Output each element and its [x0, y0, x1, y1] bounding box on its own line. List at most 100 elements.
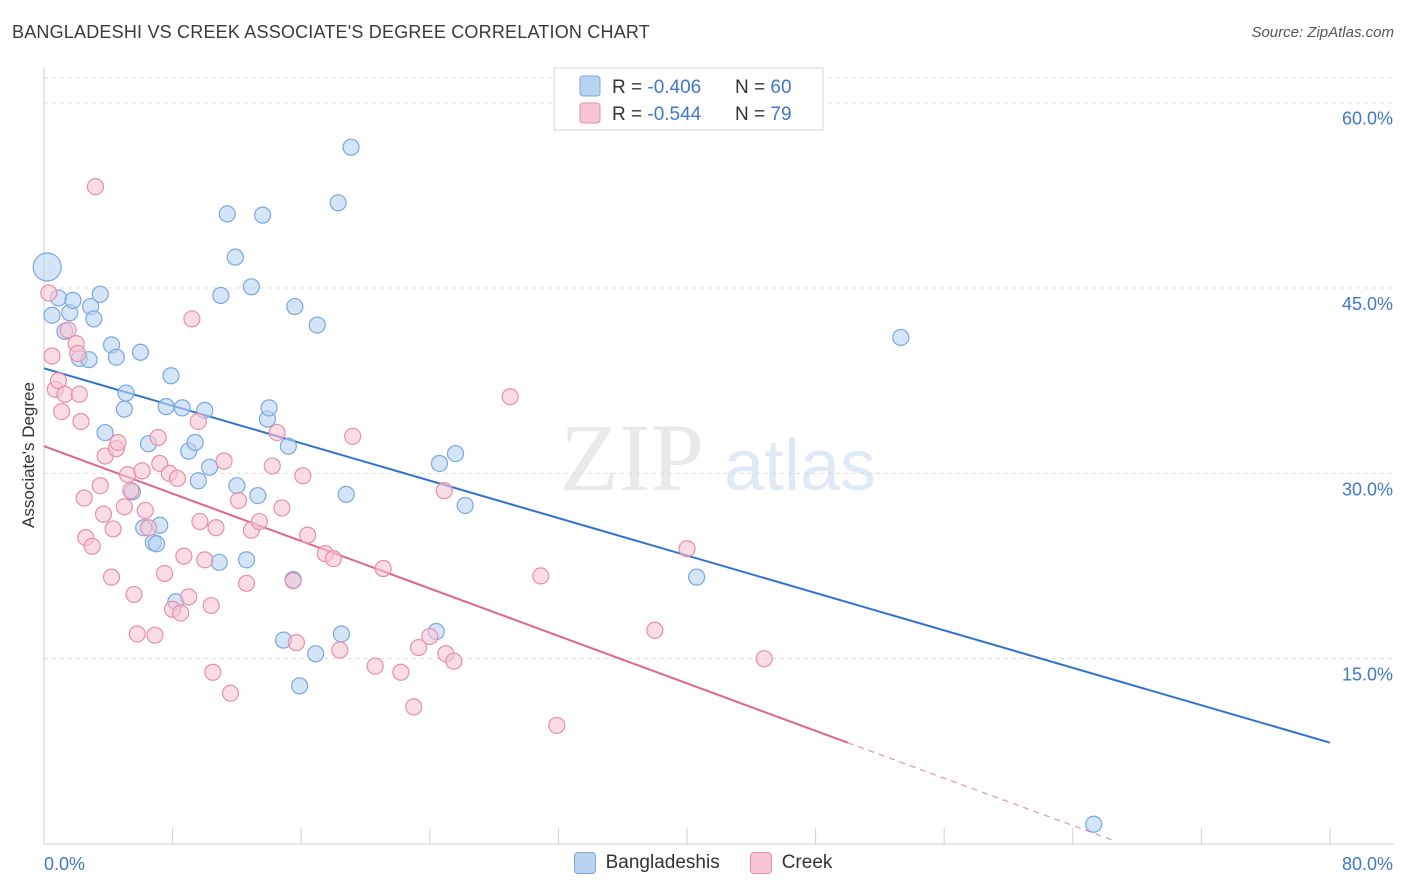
point-bangladeshis — [85, 310, 103, 328]
point-bangladeshis — [430, 454, 449, 473]
point-creek — [139, 519, 158, 537]
point-creek — [374, 559, 392, 578]
legend-n-label-1: N = — [735, 77, 770, 98]
point-creek — [59, 321, 77, 339]
point-bangladeshis — [290, 677, 309, 695]
point-bangladeshis — [307, 645, 325, 663]
watermark-atlas: atlas — [724, 426, 876, 506]
point-bangladeshis — [96, 423, 114, 442]
point-creek — [168, 469, 187, 487]
point-creek — [409, 638, 428, 657]
point-creek — [405, 698, 423, 716]
legend-swatch-bangladeshis — [579, 75, 601, 97]
point-creek — [146, 626, 164, 644]
point-creek — [70, 385, 88, 403]
gridlines — [44, 77, 1394, 660]
legend-r-label-1: R = — [612, 77, 647, 98]
point-bangladeshis — [200, 458, 219, 476]
point-creek — [136, 501, 154, 520]
point-bangladeshis — [308, 316, 326, 334]
legend-n-value-2: 79 — [770, 104, 791, 125]
x-tick-label-min: 0.0% — [44, 854, 85, 874]
point-creek — [548, 716, 566, 734]
point-creek — [109, 433, 127, 452]
point-creek — [155, 564, 174, 583]
point-creek — [115, 498, 133, 516]
y-tick-label: 30.0% — [1342, 479, 1393, 499]
point-creek — [102, 568, 121, 586]
chart-title: BANGLADESHI VS CREEK ASSOCIATE'S DEGREE … — [12, 22, 650, 42]
point-creek — [215, 452, 233, 470]
legend: R = -0.406 N = 60 R = -0.544 N = 79 — [553, 67, 824, 131]
point-bangladeshis — [157, 398, 175, 416]
point-creek — [324, 550, 342, 568]
y-tick-label: 45.0% — [1342, 294, 1393, 314]
point-creek — [196, 551, 214, 569]
point-creek — [229, 491, 248, 510]
trend-line-creek-extension — [847, 742, 1114, 841]
point-creek — [421, 627, 439, 646]
data-points — [32, 138, 1103, 833]
point-creek — [250, 512, 269, 531]
point-creek — [104, 520, 122, 538]
svg-text:R = -0.406: R = -0.406 — [612, 77, 701, 98]
point-creek — [268, 423, 286, 442]
point-creek — [392, 663, 410, 681]
point-bangladeshis — [260, 399, 278, 417]
point-creek — [678, 540, 696, 558]
point-creek — [118, 465, 137, 484]
point-creek — [180, 588, 198, 606]
point-bangladeshis — [32, 252, 62, 282]
point-creek — [532, 567, 550, 585]
watermark: ZIP atlas — [560, 404, 876, 511]
legend-swatch-creek — [579, 102, 601, 124]
point-bangladeshis — [43, 306, 61, 324]
point-bangladeshis — [1085, 815, 1103, 833]
creek-label: Creek — [781, 852, 833, 873]
point-bangladeshis — [242, 278, 260, 296]
point-creek — [91, 477, 109, 495]
point-creek — [646, 621, 664, 639]
bangladeshis-swatch — [573, 852, 596, 874]
point-bangladeshis — [64, 291, 82, 309]
point-creek — [366, 657, 384, 675]
point-creek — [133, 462, 151, 480]
x-tick-label-max: 80.0% — [1342, 854, 1393, 874]
point-bangladeshis — [218, 205, 236, 223]
legend-n-label-2: N = — [735, 104, 770, 125]
point-bangladeshis — [210, 553, 228, 571]
point-creek — [40, 284, 58, 302]
point-bangladeshis — [173, 399, 191, 417]
svg-text:N = 60: N = 60 — [735, 77, 792, 98]
point-bangladeshis — [186, 433, 204, 452]
point-creek — [294, 467, 312, 485]
bottom-legend-bangladeshis[interactable]: Bangladeshis — [573, 852, 720, 874]
point-creek — [204, 663, 222, 681]
point-creek — [43, 347, 61, 365]
point-bangladeshis — [226, 248, 244, 266]
point-creek — [263, 457, 281, 475]
point-creek — [125, 585, 143, 604]
axes — [43, 68, 1394, 845]
point-bangladeshis — [131, 343, 150, 361]
point-bangladeshis — [91, 285, 109, 303]
bottom-legend-creek[interactable]: Creek — [749, 852, 833, 874]
point-creek — [86, 178, 105, 196]
source-label: Source: ZipAtlas.com — [1251, 24, 1394, 41]
point-bangladeshis — [456, 496, 474, 515]
point-creek — [284, 572, 302, 590]
y-axis-label: Associate's Degree — [19, 382, 38, 528]
point-creek — [191, 512, 209, 531]
legend-r-label-2: R = — [612, 104, 647, 125]
point-bangladeshis — [147, 535, 166, 553]
legend-n-value-1: 60 — [770, 77, 791, 98]
bottom-legend: Bangladeshis Creek — [0, 852, 1406, 874]
point-creek — [175, 547, 193, 565]
point-creek — [207, 519, 225, 537]
point-bangladeshis — [228, 477, 246, 495]
point-creek — [128, 625, 146, 643]
legend-r-value-2: -0.544 — [647, 104, 701, 125]
point-creek — [83, 537, 101, 555]
point-creek — [435, 482, 453, 500]
